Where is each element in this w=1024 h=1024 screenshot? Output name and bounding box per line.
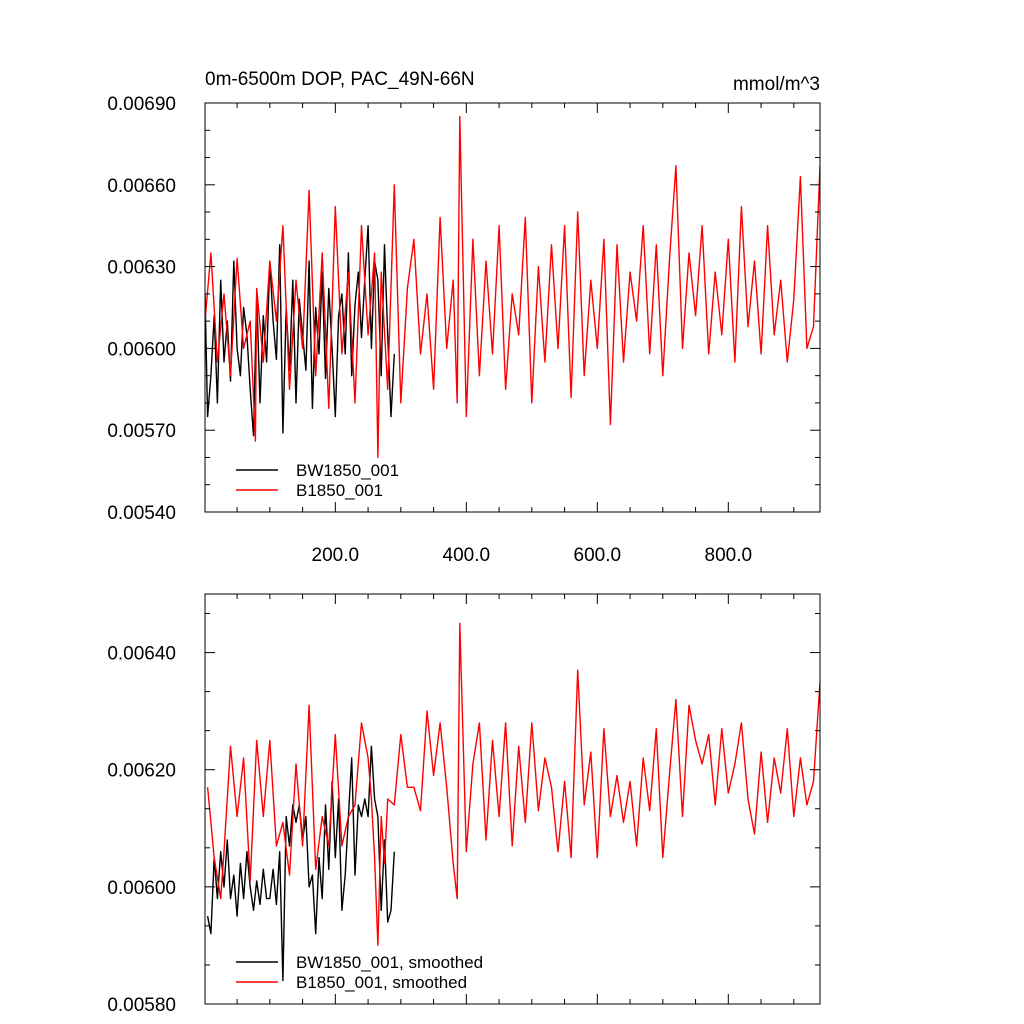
bottom-ytick-label: 0.00580 xyxy=(107,995,176,1016)
top-panel-units: mmol/m^3 xyxy=(733,74,820,95)
top-panel-series-lines xyxy=(205,115,820,459)
top-ytick-label: 0.00630 xyxy=(107,258,176,279)
bottom-ytick-label: 0.00600 xyxy=(107,878,176,899)
top-legend-label-1: B1850_001 xyxy=(296,481,383,500)
top-ytick-label: 0.00660 xyxy=(107,176,176,197)
bottom-plot-frame xyxy=(204,593,821,1005)
bottom-series-line-1 xyxy=(206,622,820,947)
bottom-panel-axes: 0.00580 0.00600 0.00620 0.00640 xyxy=(107,593,821,1016)
top-ytick-label: 0.00570 xyxy=(107,421,176,442)
bottom-ytick-label: 0.00620 xyxy=(107,761,176,782)
top-series-line-1 xyxy=(205,115,820,459)
top-panel: 0m-6500m DOP, PAC_49N-66N mmol/m^3 0.005… xyxy=(107,69,821,566)
bottom-legend-label-1: B1850_001, smoothed xyxy=(296,973,467,992)
bottom-legend-label-0: BW1850_001, smoothed xyxy=(296,953,483,972)
top-ytick-label: 0.00540 xyxy=(107,503,176,524)
top-legend-label-0: BW1850_001 xyxy=(296,461,399,480)
bottom-panel: 0.00580 0.00600 0.00620 0.00640 BW1850_001,… xyxy=(107,593,821,1016)
top-ytick-label: 0.00600 xyxy=(107,339,176,360)
bottom-panel-series-lines xyxy=(206,622,820,982)
top-series-line-0 xyxy=(205,224,395,437)
bottom-ytick-label: 0.00640 xyxy=(107,644,176,665)
top-panel-axes: 0.00540 0.00570 0.00600 0.00630 0.00660 0.006… xyxy=(107,94,821,566)
top-xtick-label: 400.0 xyxy=(443,545,491,566)
top-xtick-label: 200.0 xyxy=(312,545,360,566)
top-ytick-label: 0.00690 xyxy=(107,94,176,115)
top-xtick-label: 600.0 xyxy=(574,545,622,566)
top-plot-frame xyxy=(204,102,821,513)
top-xtick-label: 800.0 xyxy=(705,545,753,566)
top-panel-title: 0m-6500m DOP, PAC_49N-66N xyxy=(205,69,475,90)
